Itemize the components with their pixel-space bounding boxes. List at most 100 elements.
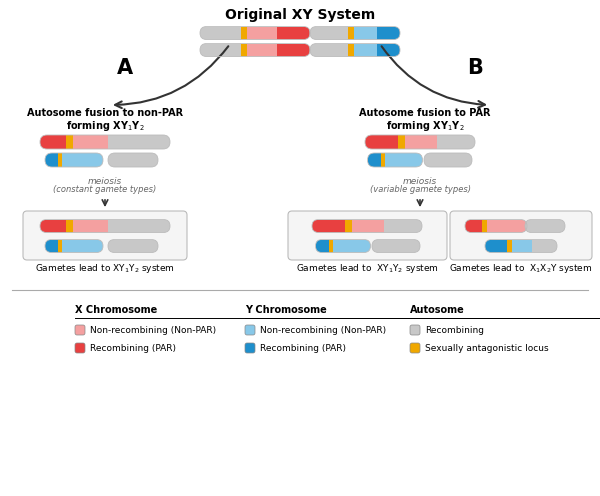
FancyBboxPatch shape	[310, 44, 348, 57]
Text: Gametes lead to  XY$_1$Y$_2$ system: Gametes lead to XY$_1$Y$_2$ system	[296, 262, 439, 275]
FancyBboxPatch shape	[23, 211, 187, 260]
FancyBboxPatch shape	[200, 44, 241, 57]
FancyBboxPatch shape	[365, 135, 398, 149]
FancyBboxPatch shape	[58, 240, 62, 252]
FancyBboxPatch shape	[437, 135, 475, 149]
FancyBboxPatch shape	[58, 153, 62, 167]
FancyBboxPatch shape	[348, 44, 354, 57]
FancyBboxPatch shape	[450, 211, 592, 260]
Text: Autosome: Autosome	[410, 305, 465, 315]
FancyBboxPatch shape	[245, 325, 255, 335]
FancyBboxPatch shape	[404, 135, 437, 149]
FancyBboxPatch shape	[40, 135, 170, 149]
FancyBboxPatch shape	[465, 220, 482, 233]
FancyBboxPatch shape	[424, 153, 472, 167]
Text: forming XY$_1$Y$_2$: forming XY$_1$Y$_2$	[386, 119, 464, 133]
FancyBboxPatch shape	[512, 240, 532, 252]
Text: A: A	[117, 58, 133, 78]
Text: (variable gamete types): (variable gamete types)	[370, 185, 470, 194]
FancyBboxPatch shape	[333, 240, 371, 252]
FancyBboxPatch shape	[485, 240, 557, 252]
Text: Y Chromosome: Y Chromosome	[245, 305, 327, 315]
FancyBboxPatch shape	[329, 240, 333, 252]
FancyBboxPatch shape	[312, 220, 345, 233]
FancyBboxPatch shape	[247, 44, 277, 57]
FancyBboxPatch shape	[367, 153, 422, 167]
FancyBboxPatch shape	[354, 26, 377, 40]
FancyBboxPatch shape	[62, 240, 103, 252]
FancyBboxPatch shape	[506, 240, 512, 252]
FancyBboxPatch shape	[354, 44, 377, 57]
Text: Gametes lead to XY$_1$Y$_2$ system: Gametes lead to XY$_1$Y$_2$ system	[35, 262, 175, 275]
FancyBboxPatch shape	[532, 240, 557, 252]
FancyBboxPatch shape	[316, 240, 329, 252]
FancyBboxPatch shape	[108, 153, 158, 167]
FancyBboxPatch shape	[241, 44, 247, 57]
FancyBboxPatch shape	[40, 135, 66, 149]
FancyBboxPatch shape	[372, 240, 420, 252]
FancyBboxPatch shape	[45, 240, 103, 252]
FancyBboxPatch shape	[45, 153, 103, 167]
FancyBboxPatch shape	[310, 26, 348, 40]
FancyBboxPatch shape	[410, 325, 420, 335]
FancyBboxPatch shape	[312, 220, 422, 233]
Text: Autosome fusion to PAR: Autosome fusion to PAR	[359, 108, 491, 118]
FancyBboxPatch shape	[108, 240, 158, 252]
FancyBboxPatch shape	[398, 135, 404, 149]
FancyBboxPatch shape	[372, 240, 420, 252]
FancyBboxPatch shape	[367, 153, 381, 167]
FancyBboxPatch shape	[487, 220, 527, 233]
FancyBboxPatch shape	[310, 44, 400, 57]
FancyBboxPatch shape	[73, 220, 107, 233]
FancyBboxPatch shape	[377, 44, 400, 57]
FancyBboxPatch shape	[108, 240, 158, 252]
FancyBboxPatch shape	[200, 44, 310, 57]
FancyBboxPatch shape	[377, 26, 400, 40]
Text: Recombining (PAR): Recombining (PAR)	[90, 344, 176, 353]
FancyBboxPatch shape	[381, 153, 385, 167]
Text: Non-recombining (Non-PAR): Non-recombining (Non-PAR)	[260, 325, 386, 334]
FancyBboxPatch shape	[45, 240, 58, 252]
Text: Sexually antagonistic locus: Sexually antagonistic locus	[425, 344, 548, 353]
FancyBboxPatch shape	[465, 220, 527, 233]
Text: (constant gamete types): (constant gamete types)	[53, 185, 157, 194]
FancyBboxPatch shape	[424, 153, 472, 167]
Text: meiosis: meiosis	[403, 177, 437, 186]
FancyBboxPatch shape	[75, 325, 85, 335]
FancyBboxPatch shape	[241, 26, 247, 40]
Text: Recombining: Recombining	[425, 325, 484, 334]
Text: meiosis: meiosis	[88, 177, 122, 186]
FancyBboxPatch shape	[107, 135, 170, 149]
FancyBboxPatch shape	[525, 220, 565, 233]
FancyBboxPatch shape	[348, 26, 354, 40]
FancyBboxPatch shape	[107, 220, 170, 233]
FancyBboxPatch shape	[40, 220, 66, 233]
FancyBboxPatch shape	[247, 26, 277, 40]
FancyBboxPatch shape	[352, 220, 383, 233]
FancyBboxPatch shape	[410, 343, 420, 353]
FancyBboxPatch shape	[310, 26, 400, 40]
FancyBboxPatch shape	[66, 135, 73, 149]
Text: Gametes lead to  X$_1$X$_2$Y system: Gametes lead to X$_1$X$_2$Y system	[449, 262, 593, 275]
Text: B: B	[467, 58, 483, 78]
FancyBboxPatch shape	[288, 211, 447, 260]
FancyBboxPatch shape	[245, 343, 255, 353]
FancyBboxPatch shape	[485, 240, 506, 252]
FancyBboxPatch shape	[383, 220, 422, 233]
FancyBboxPatch shape	[345, 220, 352, 233]
Text: X Chromosome: X Chromosome	[75, 305, 157, 315]
FancyBboxPatch shape	[108, 153, 158, 167]
FancyBboxPatch shape	[75, 343, 85, 353]
Text: Original XY System: Original XY System	[225, 8, 375, 22]
FancyArrowPatch shape	[382, 46, 485, 108]
FancyBboxPatch shape	[277, 44, 310, 57]
FancyBboxPatch shape	[365, 135, 475, 149]
FancyBboxPatch shape	[62, 153, 103, 167]
FancyBboxPatch shape	[525, 220, 565, 233]
Text: Recombining (PAR): Recombining (PAR)	[260, 344, 346, 353]
FancyBboxPatch shape	[385, 153, 422, 167]
FancyBboxPatch shape	[277, 26, 310, 40]
Text: Non-recombining (Non-PAR): Non-recombining (Non-PAR)	[90, 325, 216, 334]
Text: forming XY$_1$Y$_2$: forming XY$_1$Y$_2$	[65, 119, 145, 133]
FancyBboxPatch shape	[200, 26, 241, 40]
